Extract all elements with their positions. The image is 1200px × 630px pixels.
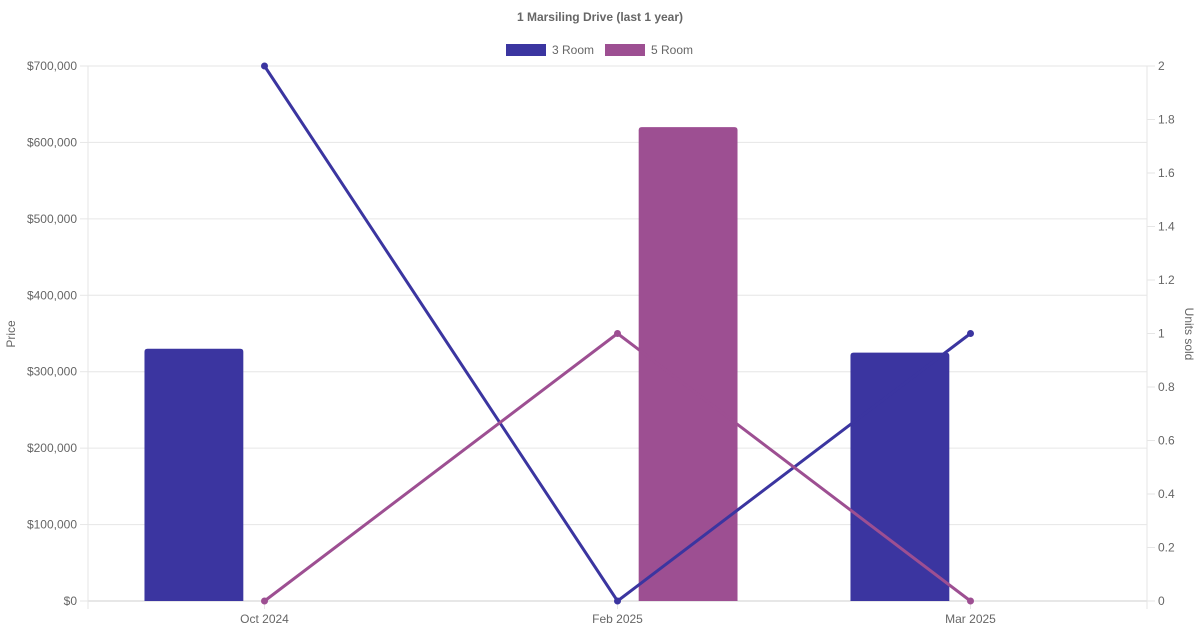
bar-5-room[interactable] xyxy=(638,127,738,602)
legend-swatch-3-room[interactable] xyxy=(506,44,546,56)
y-right-tick-label: 1.2 xyxy=(1158,273,1175,287)
y-right-tick-label: 0.4 xyxy=(1158,487,1175,501)
legend-label-3-room[interactable]: 3 Room xyxy=(552,43,594,57)
y-axis-left-ticks: $0 $100,000 $200,000 $300,000 $400,000 $500,0… xyxy=(27,59,77,608)
y-right-tick-label: 0.2 xyxy=(1158,541,1175,555)
x-tick-label: Feb 2025 xyxy=(592,612,643,626)
chart-title: 1 Marsiling Drive (last 1 year) xyxy=(517,10,683,24)
y-axis-right-title: Units sold xyxy=(1182,308,1196,361)
y-right-tick-label: 1 xyxy=(1158,327,1165,341)
legend-swatch-5-room[interactable] xyxy=(605,44,645,56)
y-right-tick-label: 0.8 xyxy=(1158,380,1175,394)
point-5-room[interactable] xyxy=(614,330,621,337)
x-tick-label: Mar 2025 xyxy=(945,612,996,626)
y-right-tick-label: 1.8 xyxy=(1158,113,1175,127)
y-left-tick-label: $700,000 xyxy=(27,59,77,73)
y-axis-right-ticks: 0 0.2 0.4 0.6 0.8 1 1.2 1.4 1.6 1.8 2 xyxy=(1158,59,1175,608)
point-3-room[interactable] xyxy=(614,597,621,605)
point-3-room[interactable] xyxy=(967,330,974,337)
y-left-tick-label: $200,000 xyxy=(27,441,77,455)
y-left-tick-label: $300,000 xyxy=(27,365,77,379)
y-right-tick-label: 1.4 xyxy=(1158,220,1175,234)
legend: 3 Room 5 Room xyxy=(506,43,693,57)
y-right-tick-label: 2 xyxy=(1158,59,1165,73)
point-3-room[interactable] xyxy=(261,62,268,70)
bar-3-room[interactable] xyxy=(144,348,244,601)
y-right-tick-label: 1.6 xyxy=(1158,166,1175,180)
y-right-tick-label: 0.6 xyxy=(1158,434,1175,448)
y-left-tick-label: $0 xyxy=(64,594,78,608)
legend-label-5-room[interactable]: 5 Room xyxy=(651,43,693,57)
y-right-tick-label: 0 xyxy=(1158,594,1165,608)
y-left-tick-label: $500,000 xyxy=(27,212,77,226)
x-tick-label: Oct 2024 xyxy=(240,612,289,626)
y-axis-left-title: Price xyxy=(4,320,18,348)
point-5-room[interactable] xyxy=(261,597,268,605)
y-left-tick-label: $600,000 xyxy=(27,135,77,149)
bar-3-room[interactable] xyxy=(850,352,950,601)
y-left-tick-label: $100,000 xyxy=(27,518,77,532)
point-5-room[interactable] xyxy=(967,597,974,605)
lines xyxy=(261,62,974,605)
y-left-tick-label: $400,000 xyxy=(27,288,77,302)
x-axis-ticks: Oct 2024 Feb 2025 Mar 2025 xyxy=(240,612,996,626)
bars xyxy=(144,127,950,602)
grid xyxy=(80,65,1155,609)
